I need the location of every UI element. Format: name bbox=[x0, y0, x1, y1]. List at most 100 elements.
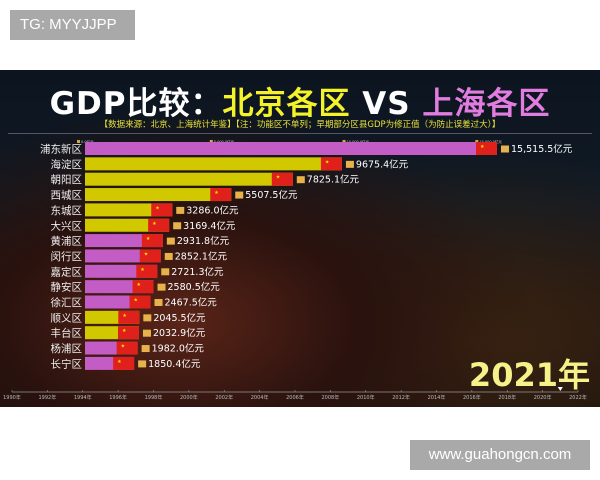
coin-icon bbox=[141, 345, 150, 353]
value-label: 2580.5亿元 bbox=[168, 281, 221, 293]
value-label: 2032.9亿元 bbox=[153, 327, 206, 339]
flag-star-icon: ★ bbox=[146, 236, 151, 242]
category-label: 嘉定区 bbox=[51, 265, 83, 278]
timeline-tick-label: 2000年 bbox=[180, 394, 198, 401]
watermark-bottom-right: www.guahongcn.com bbox=[410, 440, 590, 470]
timeline-tick-label: 2002年 bbox=[215, 394, 233, 401]
coin-icon bbox=[164, 252, 173, 260]
timeline-marker-icon bbox=[557, 387, 563, 391]
flag-icon bbox=[141, 234, 163, 248]
category-label: 徐汇区 bbox=[51, 296, 83, 309]
bar bbox=[85, 188, 232, 202]
value-tick-label: 15,000.0亿元 bbox=[479, 139, 502, 144]
flag-star-icon: ★ bbox=[140, 267, 145, 273]
category-label: 丰台区 bbox=[51, 327, 83, 340]
value-label: 3169.4亿元 bbox=[183, 220, 236, 232]
coin-icon bbox=[138, 360, 147, 368]
value-tick-label: 5,000.0亿元 bbox=[214, 139, 235, 144]
flag-icon bbox=[271, 172, 293, 186]
value-label: 1982.0亿元 bbox=[152, 343, 205, 355]
value-tick-icon bbox=[77, 140, 80, 143]
flag-icon bbox=[118, 310, 140, 324]
timeline-tick-label: 2022年 bbox=[569, 394, 587, 401]
category-label: 杨浦区 bbox=[51, 342, 83, 355]
title-shanghai: 上海各区 bbox=[422, 86, 551, 122]
timeline-tick-label: 2020年 bbox=[534, 394, 552, 401]
timeline-tick-label: 1990年 bbox=[3, 394, 21, 401]
category-label: 顺义区 bbox=[51, 312, 83, 324]
flag-star-icon: ★ bbox=[214, 190, 219, 196]
timeline-tick-label: 1992年 bbox=[39, 394, 57, 401]
value-tick-icon bbox=[475, 140, 479, 143]
flag-star-icon: ★ bbox=[122, 328, 127, 334]
category-label: 浦东新区 bbox=[40, 143, 82, 156]
bar bbox=[85, 157, 342, 171]
value-label: 2931.8亿元 bbox=[177, 235, 230, 247]
flag-icon bbox=[117, 326, 139, 340]
category-label: 海淀区 bbox=[51, 158, 83, 171]
flag-star-icon: ★ bbox=[480, 144, 485, 150]
value-label: 2045.5亿元 bbox=[153, 312, 206, 324]
flag-star-icon: ★ bbox=[144, 251, 149, 257]
timeline-tick-label: 2008年 bbox=[322, 394, 340, 401]
flag-icon bbox=[136, 264, 158, 278]
value-tick-icon bbox=[342, 140, 346, 143]
timeline-tick-label: 2012年 bbox=[392, 394, 410, 401]
category-label: 大兴区 bbox=[51, 219, 83, 232]
flag-icon bbox=[139, 249, 161, 263]
category-label: 静安区 bbox=[51, 281, 83, 294]
coin-icon bbox=[166, 237, 175, 245]
coin-icon bbox=[173, 222, 182, 230]
timeline-tick-label: 2010年 bbox=[357, 394, 375, 401]
timeline-tick-label: 1996年 bbox=[109, 394, 127, 401]
category-label: 朝阳区 bbox=[51, 174, 83, 186]
bar bbox=[85, 203, 173, 217]
flag-icon bbox=[320, 157, 342, 171]
value-label: 15,515.5亿元 bbox=[511, 143, 573, 155]
coin-icon bbox=[157, 283, 166, 291]
category-label: 东城区 bbox=[51, 204, 83, 217]
coin-icon bbox=[296, 176, 305, 184]
chart-video-frame: GDP比较：北京各区 VS 上海各区 【数据来源：北京、上海统计年鉴】【注：功能… bbox=[0, 70, 600, 407]
bar bbox=[85, 172, 293, 186]
flag-star-icon: ★ bbox=[137, 282, 142, 288]
coin-icon bbox=[176, 206, 185, 214]
flag-star-icon: ★ bbox=[152, 221, 157, 227]
bar bbox=[85, 142, 497, 155]
flag-star-icon: ★ bbox=[134, 298, 139, 304]
coin-icon bbox=[154, 299, 163, 306]
value-tick-label: 10,000.0亿元 bbox=[347, 139, 370, 144]
divider bbox=[8, 133, 592, 134]
timeline-tick-label: 1998年 bbox=[145, 394, 163, 401]
chart-title: GDP比较：北京各区 VS 上海各区 bbox=[0, 78, 600, 123]
flag-star-icon: ★ bbox=[117, 359, 122, 365]
flag-icon bbox=[129, 295, 151, 309]
category-label: 黄浦区 bbox=[51, 235, 83, 248]
flag-icon bbox=[151, 203, 173, 217]
coin-icon bbox=[161, 268, 170, 276]
flag-icon bbox=[113, 356, 135, 370]
timeline-tick-label: 2014年 bbox=[428, 394, 446, 401]
value-label: 9675.4亿元 bbox=[356, 158, 409, 170]
timeline-tick-label: 2016年 bbox=[463, 394, 481, 401]
title-vs: VS bbox=[350, 86, 423, 122]
watermark-top-left: TG: MYYJJPP bbox=[10, 10, 135, 40]
title-beijing: 北京各区 bbox=[222, 86, 351, 122]
value-label: 2852.1亿元 bbox=[175, 250, 228, 262]
flag-star-icon: ★ bbox=[121, 344, 126, 350]
coin-icon bbox=[345, 160, 354, 168]
flag-star-icon: ★ bbox=[122, 313, 127, 319]
flag-star-icon: ★ bbox=[155, 205, 160, 211]
timeline-tick-label: 2004年 bbox=[251, 394, 269, 401]
coin-icon bbox=[235, 191, 244, 199]
bar-chart: 0.0亿元 5,000.0亿元 10,000.0亿元 15,000.0亿元浦东新区 ★ 1… bbox=[3, 139, 587, 401]
year-label: 2021年 bbox=[468, 356, 590, 394]
value-label: 2721.3亿元 bbox=[171, 266, 224, 278]
value-label: 7825.1亿元 bbox=[307, 174, 360, 186]
flag-icon bbox=[148, 218, 170, 232]
value-tick-icon bbox=[209, 140, 213, 143]
coin-icon bbox=[143, 314, 152, 322]
value-label: 3286.0亿元 bbox=[186, 204, 239, 216]
coin-icon bbox=[142, 329, 151, 337]
category-label: 闵行区 bbox=[51, 250, 83, 263]
